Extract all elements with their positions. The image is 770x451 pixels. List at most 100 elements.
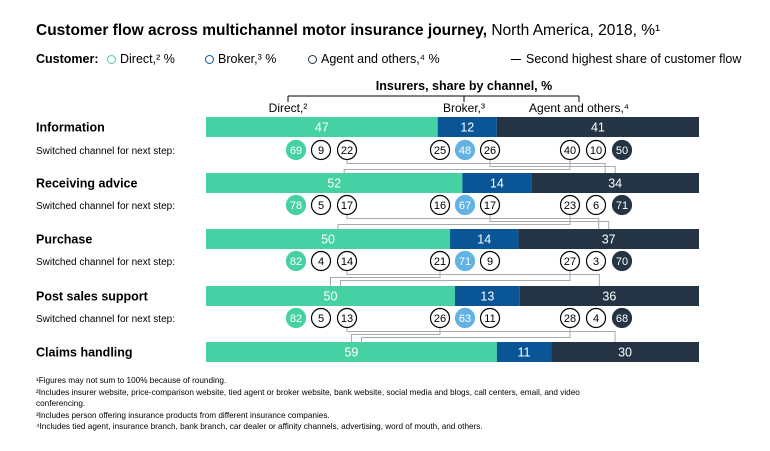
second-highest-connector: [346, 270, 600, 286]
second-highest-connector: [329, 270, 441, 286]
direct-value: 50: [324, 290, 338, 304]
switch-label: Switched channel for next step:: [36, 201, 175, 212]
to-broker-circle: [454, 307, 476, 329]
switch-value: 70: [616, 256, 628, 268]
footnote-4: ⁴Includes tied agent, insurance branch, …: [36, 422, 483, 432]
agent-segment: [496, 117, 699, 137]
switch-label: Switched channel for next step:: [36, 257, 175, 268]
line-dash-icon: [511, 59, 521, 60]
to-broker-circle: [454, 194, 476, 216]
step-label: Post sales support: [36, 290, 149, 304]
to-direct-circle: [285, 307, 307, 329]
broker-segment: [450, 229, 519, 249]
switch-value: 82: [290, 256, 302, 268]
switch-value: 71: [459, 256, 471, 268]
to-broker-circle: [585, 250, 607, 272]
channel-label: Direct,²: [269, 101, 308, 115]
to-direct-circle: [285, 139, 307, 161]
direct-value: 52: [327, 177, 341, 191]
step-label: Claims handling: [36, 346, 133, 360]
switch-value: 17: [484, 200, 496, 212]
switch-value: 14: [341, 256, 353, 268]
to-agent-circle: [611, 194, 633, 216]
to-direct-circle: [559, 194, 581, 216]
switch-value: 9: [318, 145, 324, 157]
broker-value: 14: [477, 233, 491, 247]
title-rest: North America, 2018, %¹: [487, 22, 661, 39]
to-direct-circle: [559, 139, 581, 161]
direct-value: 47: [315, 121, 329, 135]
broker-value: 13: [480, 290, 494, 304]
switch-value: 68: [616, 313, 628, 325]
switch-value: 4: [593, 313, 599, 325]
second-highest-connector: [360, 327, 571, 342]
switch-value: 5: [318, 200, 324, 212]
switch-label: Switched channel for next step:: [36, 314, 175, 325]
footnote-2: ²Includes insurer website, price-compari…: [36, 387, 580, 409]
to-agent-circle: [479, 307, 501, 329]
switch-value: 25: [434, 145, 446, 157]
to-direct-circle: [285, 194, 307, 216]
second-highest-connector: [337, 214, 571, 229]
switch-value: 50: [616, 145, 628, 157]
agent-segment: [518, 229, 699, 249]
direct-segment: [206, 117, 438, 137]
switch-value: 82: [290, 313, 302, 325]
step-label: Information: [36, 121, 105, 135]
direct-segment: [206, 286, 455, 306]
switch-value: 16: [434, 200, 446, 212]
to-broker-circle: [310, 194, 332, 216]
agent-value: 41: [591, 121, 605, 135]
switch-value: 22: [341, 145, 353, 157]
step-label: Purchase: [36, 233, 92, 247]
chart-header: Insurers, share by channel, % Direct,² Bro…: [269, 79, 629, 115]
title-bold: Customer flow across multichannel motor …: [36, 22, 488, 39]
switch-value: 69: [290, 145, 302, 157]
to-direct-circle: [559, 250, 581, 272]
to-agent-circle: [479, 194, 501, 216]
legend-item-line: Second highest share of customer flow: [511, 52, 741, 66]
switch-value: 63: [459, 313, 471, 325]
to-broker-circle: [310, 250, 332, 272]
channel-label: Agent and others,⁴: [529, 101, 629, 115]
to-direct-circle: [559, 307, 581, 329]
to-agent-circle: [479, 250, 501, 272]
connector-lines: [329, 159, 616, 342]
to-broker-circle: [585, 307, 607, 329]
to-agent-circle: [611, 139, 633, 161]
switch-value: 26: [434, 313, 446, 325]
to-agent-circle: [479, 139, 501, 161]
to-agent-circle: [336, 194, 358, 216]
direct-segment: [206, 173, 463, 193]
broker-value: 12: [460, 121, 474, 135]
switch-value: 9: [487, 256, 493, 268]
bar-rows: Information 47 12 41 Receiving advice 52 14 3 4 P…: [36, 117, 699, 362]
switch-value: 13: [341, 313, 353, 325]
to-broker-circle: [310, 307, 332, 329]
broker-segment: [462, 173, 532, 193]
direct-segment: [206, 229, 451, 249]
legend-label: Customer:: [36, 52, 99, 66]
legend-item-broker: Broker,³ %: [205, 52, 276, 66]
switch-value: 4: [318, 256, 324, 268]
broker-segment: [454, 286, 520, 306]
second-highest-connector: [346, 159, 606, 173]
to-broker-circle: [585, 139, 607, 161]
agent-segment: [531, 173, 699, 193]
switch-value: 71: [616, 200, 628, 212]
broker-value: 14: [490, 177, 504, 191]
legend-direct-label: Direct,² %: [120, 52, 175, 66]
legend-item-agent: Agent and others,⁴ %: [308, 52, 440, 66]
switch-value: 23: [564, 200, 576, 212]
switch-value: 27: [564, 256, 576, 268]
second-highest-connector: [343, 159, 571, 173]
to-broker-circle: [454, 250, 476, 272]
second-highest-connector: [350, 327, 441, 342]
chart-title: Customer flow across multichannel motor …: [36, 22, 660, 40]
switch-value: 5: [318, 313, 324, 325]
step-label: Receiving advice: [36, 177, 137, 191]
to-direct-circle: [429, 307, 451, 329]
legend-broker-label: Broker,³ %: [218, 52, 277, 66]
switch-value: 3: [593, 256, 599, 268]
